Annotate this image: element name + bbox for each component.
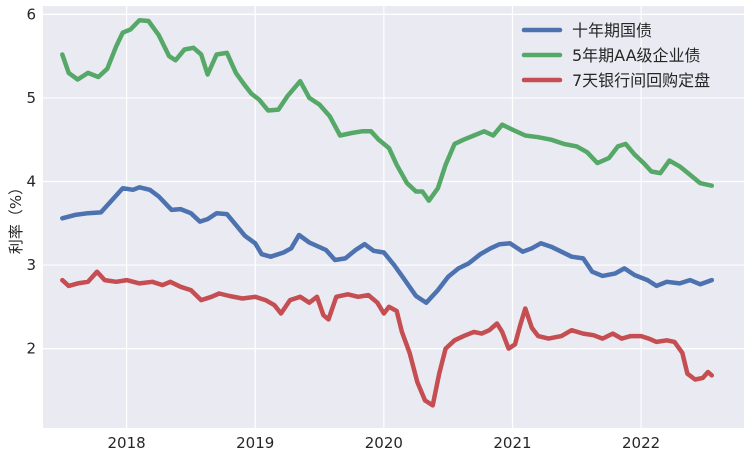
legend-label-1: 5年期AA级企业债: [572, 46, 701, 65]
series-line-0: [60, 185, 715, 305]
x-tick-label-2019: 2019: [236, 434, 274, 452]
legend-label-0: 十年期国债: [572, 21, 652, 40]
y-tick-label-6: 6: [26, 5, 36, 23]
grid-lines: [43, 6, 744, 428]
x-tick-label-2021: 2021: [493, 434, 531, 452]
y-tick-label-4: 4: [26, 172, 36, 190]
y-tick-label-3: 3: [26, 256, 36, 274]
x-tick-label-2022: 2022: [622, 434, 660, 452]
plot-background: [43, 6, 744, 428]
tick-labels: 2 3 4 5 6 2018 2019 2020 2021 2022: [26, 5, 660, 452]
y-tick-label-2: 2: [26, 340, 36, 358]
legend: 十年期国债 5年期AA级企业债 7天银行间回购定盘: [521, 21, 710, 90]
series-line-2: [60, 269, 715, 408]
series-line-1: [60, 17, 715, 203]
y-axis-label: 利率（%）: [7, 180, 25, 254]
x-tick-label-2020: 2020: [365, 434, 403, 452]
legend-label-2: 7天银行间回购定盘: [572, 71, 710, 90]
x-tick-label-2018: 2018: [108, 434, 146, 452]
y-tick-label-5: 5: [26, 89, 36, 107]
series-lines: [60, 17, 715, 408]
